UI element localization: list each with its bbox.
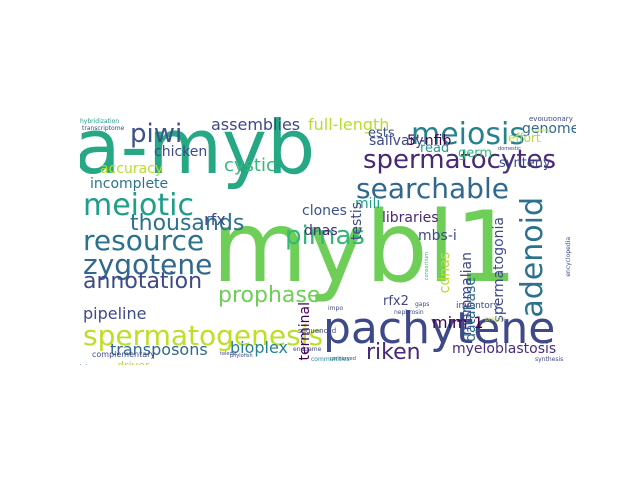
word-phylofish: phylofish bbox=[230, 353, 253, 359]
word-annotation: annotation bbox=[83, 269, 203, 294]
word-cdnas: cdnas bbox=[437, 252, 453, 294]
word-dnas: dnas bbox=[304, 223, 338, 239]
word-transcriptome: transcriptome bbox=[82, 125, 125, 132]
word-a-myb: a-myb bbox=[80, 117, 316, 191]
word-catalog: catalog bbox=[532, 128, 551, 134]
word-resource: resource bbox=[83, 224, 205, 257]
word-thousands: thousands bbox=[130, 211, 245, 236]
word-adenoid: adenoid bbox=[515, 197, 550, 318]
word-myeloblastosis: myeloblastosis bbox=[452, 341, 557, 357]
word-mim-1: mim-1 bbox=[432, 313, 484, 332]
word-zygotene: zygotene bbox=[83, 248, 213, 281]
word-germ: germ bbox=[458, 146, 493, 161]
word-salivary: salivary bbox=[369, 133, 424, 149]
word-pipeline: pipeline bbox=[83, 304, 147, 323]
word-chicken: chicken bbox=[154, 144, 208, 160]
word-complementary: complementary bbox=[92, 350, 156, 359]
word-driver: driver bbox=[117, 360, 149, 365]
word-read: read bbox=[420, 141, 450, 156]
word-spermatogenesis: spermatogenesis bbox=[83, 319, 324, 352]
word-mbs-i: mbs-i bbox=[418, 228, 457, 244]
word-pirnas: pirnas bbox=[285, 221, 365, 251]
word-transposons: transposons bbox=[110, 340, 208, 359]
word-mili: mili bbox=[355, 196, 381, 212]
word-sequenced: sequenced bbox=[298, 327, 337, 335]
word-searchable: searchable bbox=[356, 172, 509, 205]
word-rfx2: rfx2 bbox=[383, 294, 409, 309]
word-encyclopedia: encyclopedia bbox=[565, 237, 572, 277]
word-bioplex: bioplex bbox=[230, 338, 289, 357]
word-incomplete: incomplete bbox=[90, 176, 169, 192]
word-communities: communities bbox=[311, 356, 350, 363]
word-assemblies: assemblies bbox=[211, 117, 301, 134]
word-genome: genome bbox=[522, 121, 576, 137]
word-meiotic: meiotic bbox=[83, 188, 194, 223]
word-synteny: synteny bbox=[499, 156, 551, 171]
word-clones: clones bbox=[302, 203, 347, 219]
word-accuracy: accuracy bbox=[100, 161, 164, 177]
word-conserved: conserved bbox=[330, 356, 356, 362]
word-nephrosin: nephrosin bbox=[394, 309, 424, 316]
word-rfx: rfx bbox=[204, 210, 226, 229]
word-riken: riken bbox=[366, 340, 421, 365]
word-gaps: gaps bbox=[415, 301, 430, 308]
word-evolutionary: evolutionary bbox=[529, 117, 573, 123]
word-impo: impo bbox=[328, 305, 343, 312]
word-effort: effort bbox=[508, 131, 541, 145]
word-piwi: piwi bbox=[130, 119, 183, 149]
word-spermatocytes: spermatocytes bbox=[363, 145, 557, 175]
word-protein: protein bbox=[485, 316, 507, 323]
word-hybridization: hybridization bbox=[80, 118, 120, 125]
word-endgame: endgame bbox=[293, 346, 322, 353]
word-teleost: teleost bbox=[220, 351, 238, 357]
word-libraries: libraries bbox=[382, 210, 439, 226]
word-pachytene: pachytene bbox=[323, 303, 556, 354]
word-domestic: domestic bbox=[498, 146, 521, 152]
word-5-nfib: 5'-nfib bbox=[407, 133, 452, 149]
word-cloud: a-myb mybl1 pachytene spermatocytes meiosis s… bbox=[80, 117, 576, 365]
word-ests: ests bbox=[368, 126, 395, 141]
word-mybl1: mybl1 bbox=[212, 191, 518, 305]
word-meiosis: meiosis bbox=[411, 117, 525, 152]
word-testis: testis bbox=[349, 202, 365, 241]
word-inventory: inventory bbox=[456, 301, 499, 311]
word-cystic: cystic bbox=[224, 155, 276, 176]
word-synthesis: synthesis bbox=[535, 356, 564, 363]
word-full-length: full-length bbox=[308, 117, 390, 134]
word-consortium: consortium bbox=[424, 252, 430, 281]
word-prophase: prophase bbox=[218, 283, 321, 308]
